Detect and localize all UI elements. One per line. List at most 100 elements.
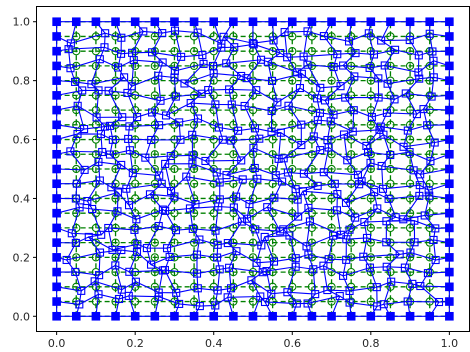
deformed-grid-point <box>240 101 249 111</box>
deformed-grid-point <box>304 250 313 259</box>
reference-grid-point <box>170 32 179 41</box>
deformed-grid-point <box>329 231 338 240</box>
deformed-grid-point <box>237 156 246 165</box>
deformed-grid-point <box>391 45 400 54</box>
deformed-grid-column <box>322 21 342 317</box>
reference-grid-point <box>425 267 434 277</box>
deformed-grid-point <box>346 311 356 321</box>
deformed-grid-point <box>416 170 425 179</box>
deformed-grid-point <box>249 143 258 152</box>
deformed-grid-point <box>120 73 129 82</box>
deformed-grid-point <box>52 223 61 233</box>
deformed-grid-point <box>97 230 106 239</box>
deformed-grid-point <box>380 61 389 70</box>
deformed-grid-series <box>52 17 454 321</box>
deformed-grid-point <box>327 17 336 27</box>
deformed-grid-point <box>268 311 277 321</box>
deformed-grid-column <box>125 21 144 317</box>
reference-grid-point <box>386 164 395 174</box>
deformed-grid-point <box>429 73 438 82</box>
deformed-grid-point <box>91 17 101 27</box>
deformed-grid-point <box>414 51 423 60</box>
deformed-grid-point <box>166 151 175 161</box>
deformed-grid-point <box>186 99 195 108</box>
reference-grid-point <box>327 61 336 71</box>
deformed-grid-point <box>154 71 163 80</box>
reference-grid-point <box>131 253 140 262</box>
deformed-grid-point <box>276 128 285 137</box>
deformed-grid-point <box>162 244 172 253</box>
deformed-grid-point <box>445 164 454 174</box>
deformed-grid-point <box>405 17 415 27</box>
deformed-grid-point <box>158 58 167 67</box>
reference-grid-point <box>347 91 356 100</box>
deformed-grid-point <box>291 185 300 194</box>
reference-grid-point <box>248 179 258 188</box>
deformed-grid-point <box>77 286 86 295</box>
deformed-grid-point <box>323 285 332 295</box>
deformed-grid-point <box>345 298 354 307</box>
deformed-grid-point <box>52 282 61 292</box>
deformed-grid-point <box>408 279 417 288</box>
deformed-grid-point <box>425 29 434 38</box>
deformed-grid-point <box>309 132 318 141</box>
deformed-grid-point <box>365 63 374 72</box>
deformed-grid-point <box>299 52 308 61</box>
deformed-grid-point <box>147 135 156 145</box>
deformed-grid-point <box>425 191 434 200</box>
deformed-grid-point <box>384 194 393 203</box>
deformed-grid-point <box>165 252 174 261</box>
deformed-grid-column <box>380 21 401 317</box>
deformed-grid-point <box>95 176 104 185</box>
deformed-grid-point <box>250 163 259 173</box>
reference-grid-point <box>72 47 81 56</box>
deformed-grid-column <box>419 21 440 317</box>
deformed-grid-point <box>382 262 391 271</box>
deformed-grid-point <box>427 92 436 101</box>
reference-grid-point <box>405 194 415 203</box>
reference-grid-point <box>366 282 375 291</box>
deformed-grid-point <box>180 79 189 88</box>
deformed-grid-point <box>108 245 117 254</box>
x-tick-label: 0.6 <box>284 337 302 350</box>
deformed-grid-point <box>214 123 223 132</box>
deformed-grid-point <box>353 170 362 179</box>
reference-grid-point <box>209 223 218 233</box>
deformed-grid-point <box>313 181 322 190</box>
deformed-grid-point <box>284 101 293 110</box>
deformed-grid-point <box>268 17 277 27</box>
deformed-grid-point <box>237 71 246 81</box>
deformed-grid-point <box>232 192 241 201</box>
deformed-grid-point <box>267 76 277 85</box>
deformed-grid-point <box>52 120 61 130</box>
deformed-grid-point <box>132 215 141 224</box>
reference-grid-point <box>347 223 356 233</box>
deformed-grid-point <box>420 211 429 220</box>
deformed-grid-point <box>211 301 220 310</box>
deformed-grid-point <box>316 83 325 92</box>
deformed-grid-point <box>291 254 300 263</box>
reference-grid-point <box>307 223 317 233</box>
deformed-grid-point <box>399 142 408 151</box>
reference-grid-point <box>170 61 179 71</box>
deformed-grid-point <box>279 154 288 163</box>
reference-grid-point <box>405 47 415 56</box>
reference-grid-point <box>150 150 159 159</box>
x-tick-label: 0.8 <box>362 337 380 350</box>
deformed-grid-point <box>104 223 113 233</box>
reference-grid-point <box>150 105 159 115</box>
reference-grid-point <box>229 282 238 291</box>
deformed-grid-point <box>52 61 61 71</box>
deformed-grid-point <box>95 271 104 280</box>
deformed-grid-point <box>409 166 418 175</box>
deformed-grid-point <box>223 239 232 248</box>
deformed-grid-point <box>344 37 354 46</box>
deformed-grid-point <box>223 293 232 302</box>
deformed-grid-point <box>71 17 81 27</box>
reference-grid-point <box>72 223 81 233</box>
deformed-grid-point <box>113 207 122 216</box>
deformed-grid-point <box>211 100 220 109</box>
deformed-grid-point <box>52 267 61 277</box>
y-tick-label: 0.8 <box>13 75 31 88</box>
deformed-grid-point <box>302 242 311 251</box>
